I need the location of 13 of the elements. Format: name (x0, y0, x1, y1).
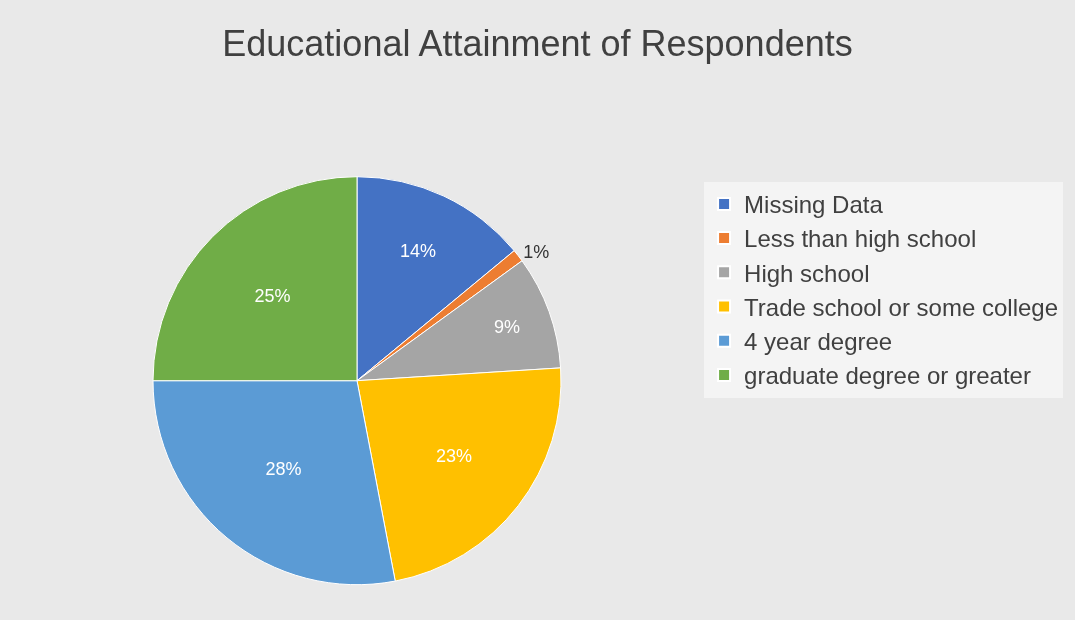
legend-label: Less than high school (744, 225, 977, 253)
legend-label: Trade school or some college (744, 293, 1059, 321)
legend-label: High school (744, 259, 870, 287)
data-label: 25% (254, 286, 291, 307)
data-label: 1% (523, 241, 550, 262)
data-label: 23% (436, 445, 473, 466)
legend-label: Missing Data (744, 191, 884, 219)
legend-label: graduate degree or greater (744, 362, 1031, 390)
legend-label: 4 year degree (744, 328, 893, 356)
data-label: 9% (494, 316, 521, 337)
data-label: 28% (265, 459, 302, 480)
data-label: 14% (399, 241, 436, 262)
chart-title: Educational Attainment of Respondents (222, 23, 853, 65)
